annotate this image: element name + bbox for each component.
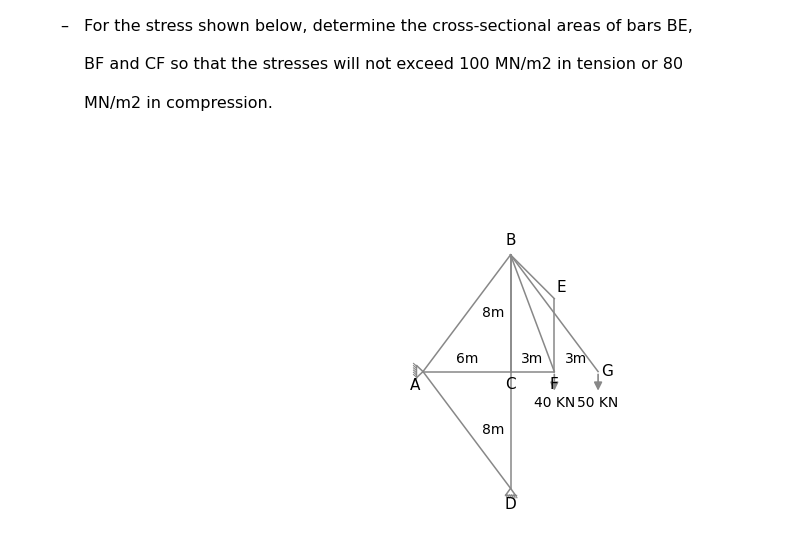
Text: 3m: 3m (565, 353, 587, 366)
Text: B: B (506, 233, 516, 248)
Text: A: A (410, 378, 420, 393)
Text: –: – (60, 19, 68, 34)
Text: For the stress shown below, determine the cross-sectional areas of bars BE,: For the stress shown below, determine th… (84, 19, 693, 34)
Text: D: D (505, 497, 517, 512)
Text: 8m: 8m (482, 423, 505, 437)
Text: 50 KN: 50 KN (578, 396, 618, 410)
Text: 3m: 3m (522, 353, 543, 366)
Text: 8m: 8m (482, 306, 505, 320)
Text: F: F (550, 377, 558, 392)
Text: G: G (601, 364, 613, 379)
Text: 6m: 6m (455, 353, 478, 366)
Text: C: C (506, 377, 516, 392)
Text: BF and CF so that the stresses will not exceed 100 MN/m2 in tension or 80: BF and CF so that the stresses will not … (84, 57, 683, 72)
Text: 40 KN: 40 KN (534, 396, 575, 410)
Text: E: E (557, 280, 566, 295)
Text: MN/m2 in compression.: MN/m2 in compression. (84, 96, 273, 111)
